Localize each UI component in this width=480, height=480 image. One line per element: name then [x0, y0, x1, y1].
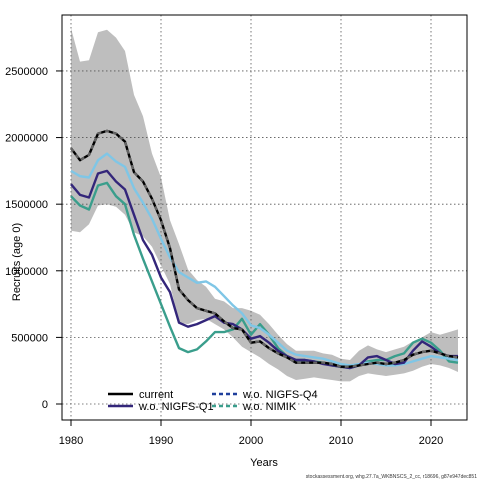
grid-layer: [62, 15, 467, 420]
series-line-w-o-nigfs-q1: [70, 169, 458, 370]
confidence-band-layer: [71, 28, 458, 382]
series-line-w-o-nigfs-q4: [70, 152, 459, 367]
series-line-current-dashed-overlay: [70, 129, 459, 368]
series-line-w-o-nimik: [70, 181, 459, 370]
y-axis-title: Recruits (age 0): [11, 223, 23, 301]
legend-label: w.o. NIMIK: [242, 401, 297, 413]
legend-label: current: [139, 389, 173, 401]
y-tick-label: 1000000: [5, 266, 48, 278]
y-tick-label: 500000: [11, 332, 48, 344]
y-axis-ticks: 0 500000 1000000 1500000 2000000 2500000: [5, 66, 62, 411]
series-layer: [70, 129, 459, 370]
legend-label: w.o. NIGFS-Q4: [242, 389, 318, 401]
x-tick-label: 2020: [419, 435, 443, 447]
y-tick-label: 2000000: [5, 133, 48, 145]
legend-label: w.o. NIGFS-Q1: [138, 401, 214, 413]
x-tick-label: 2000: [239, 435, 263, 447]
y-tick-label: 2500000: [5, 66, 48, 78]
x-tick-label: 2010: [329, 435, 353, 447]
x-tick-label: 1980: [59, 435, 83, 447]
watermark: stockassessment.org, whg.27.7a_WKBNSCS_2…: [306, 474, 477, 480]
y-tick-label: 1500000: [5, 199, 48, 211]
plot-frame: [61, 14, 468, 421]
x-tick-label: 1990: [149, 435, 173, 447]
confidence-band: [71, 28, 458, 382]
x-axis-title: Years: [250, 457, 278, 469]
y-tick-label: 0: [42, 399, 48, 411]
x-axis-ticks: 1980 1990 2000 2010 2020: [59, 420, 443, 447]
